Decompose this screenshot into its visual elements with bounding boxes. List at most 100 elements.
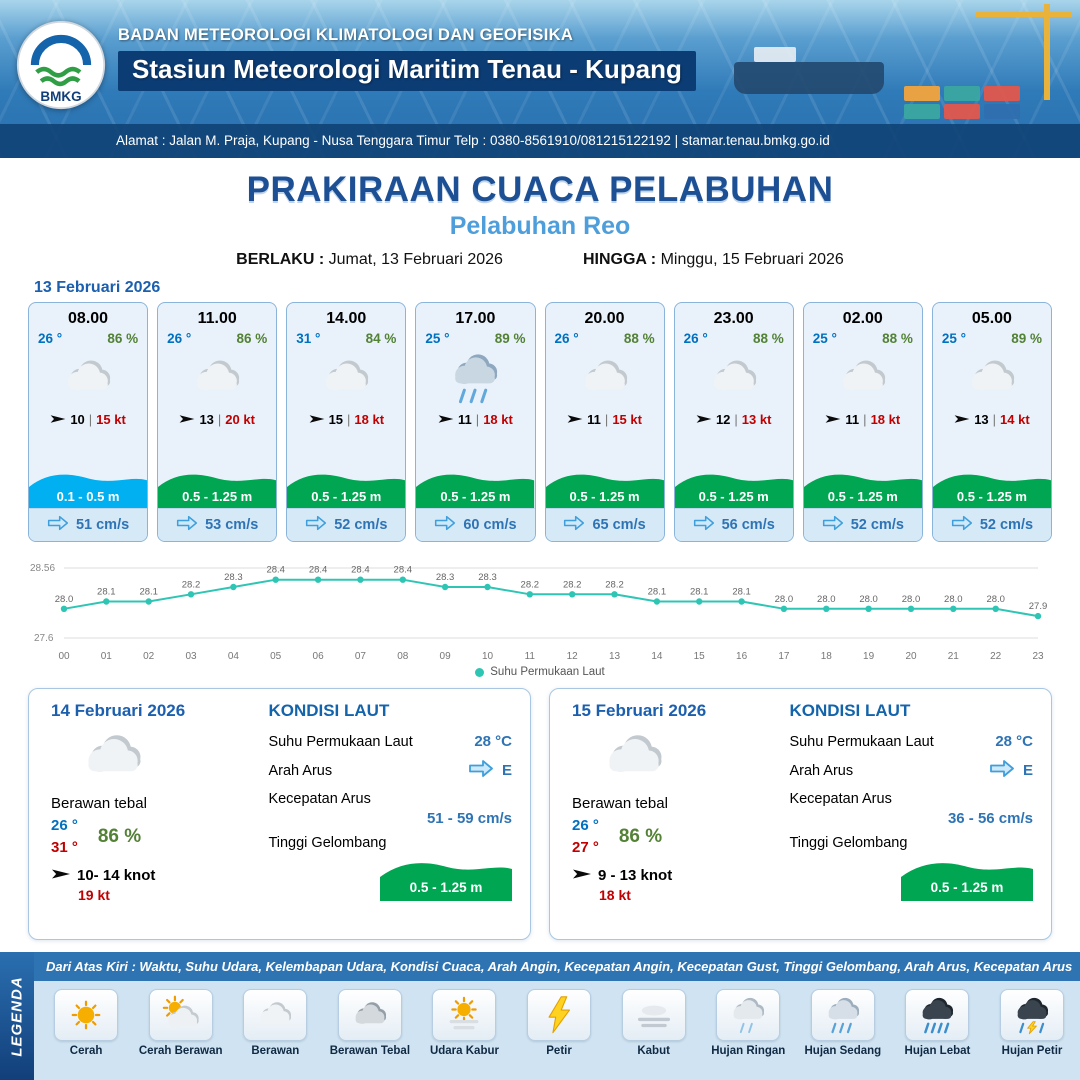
valid-until-value: Minggu, 15 Februari 2026 <box>660 251 844 268</box>
wave-height-band: 0.5 - 1.25 m <box>416 466 535 508</box>
daily-forecast-row: 14 Februari 2026 Berawan tebal 26 ° 31 °… <box>0 688 1080 940</box>
valid-from-value: Jumat, 13 Februari 2026 <box>328 251 503 268</box>
svg-text:03: 03 <box>185 651 197 662</box>
current-arrow-icon <box>47 514 69 536</box>
svg-text:28.2: 28.2 <box>521 579 540 590</box>
current-speed: 60 cm/s <box>463 517 517 533</box>
forecast-time: 02.00 <box>842 310 883 327</box>
separator: | <box>475 412 480 427</box>
current-arrow-icon <box>822 514 844 536</box>
weather-berawan-icon <box>705 347 763 409</box>
valid-from-label: BERLAKU : <box>236 251 325 268</box>
svg-text:28.4: 28.4 <box>351 565 370 576</box>
crane-icon <box>1044 4 1050 100</box>
wind-speed: 11 <box>845 412 860 427</box>
svg-text:18: 18 <box>821 651 833 662</box>
validity-row: BERLAKU : Jumat, 13 Februari 2026 HINGGA… <box>0 251 1080 269</box>
svg-text:12: 12 <box>567 651 579 662</box>
air-temperature: 25 ° <box>941 331 967 346</box>
current-row: 51 cm/s <box>29 508 148 541</box>
udara-kabur-icon <box>432 989 497 1041</box>
berawan-icon <box>243 989 308 1041</box>
container-icon <box>904 104 940 119</box>
wave-label: Tinggi Gelombang <box>268 835 387 851</box>
legend-item-label: Hujan Sedang <box>804 1045 882 1057</box>
separator: | <box>604 412 609 427</box>
legend-item-label: Hujan Petir <box>1001 1045 1063 1057</box>
svg-text:28.4: 28.4 <box>266 565 285 576</box>
wave-height-band: 0.5 - 1.25 m <box>158 466 277 508</box>
forecast-time: 14.00 <box>326 310 367 327</box>
separator: | <box>217 412 222 427</box>
current-dir-value: E <box>501 762 512 779</box>
forecast-time: 23.00 <box>713 310 754 327</box>
svg-text:11: 11 <box>525 651 536 662</box>
wind-row: 13 | 20 kt <box>179 412 255 427</box>
wind-arrow-icon <box>572 867 592 884</box>
legend-items-row: Cerah Cerah Berawan Berawan Berawan Tebal Ud… <box>34 981 1080 1080</box>
current-speed: 52 cm/s <box>850 517 904 533</box>
svg-text:13: 13 <box>609 651 621 662</box>
legend-item: Udara Kabur <box>418 989 511 1057</box>
page-title: PRAKIRAAN CUACA PELABUHAN <box>246 170 834 209</box>
wave-height-band: 0.5 - 1.25 m <box>803 466 922 508</box>
svg-text:28.0: 28.0 <box>944 594 963 605</box>
condition-text: Berawan tebal <box>572 795 668 812</box>
wave-height-value: 0.5 - 1.25 m <box>956 489 1027 504</box>
current-arrow-icon <box>989 758 1015 783</box>
separator: | <box>734 412 738 427</box>
wind-arrow-icon <box>696 412 712 427</box>
current-row: 56 cm/s <box>674 508 793 541</box>
hourly-forecast-card: 08.00 26 ° 86 % 10 | 15 kt 0.1 - 0.5 m 51 cm/s <box>28 302 149 542</box>
current-row: 52 cm/s <box>932 508 1051 541</box>
svg-text:28.3: 28.3 <box>478 572 497 583</box>
svg-text:28.1: 28.1 <box>732 587 751 598</box>
legend-item-label: Cerah <box>69 1045 103 1057</box>
hujan-lebat-icon <box>905 989 970 1041</box>
svg-text:20: 20 <box>905 651 917 662</box>
legend-item: Cerah <box>40 989 133 1057</box>
sst-value: 28 °C <box>474 733 512 750</box>
weather-berawan-icon <box>834 347 892 409</box>
air-temperature: 31 ° <box>296 331 321 346</box>
svg-text:14: 14 <box>651 651 663 662</box>
svg-text:28.1: 28.1 <box>139 587 158 598</box>
legend-item-label: Udara Kabur <box>429 1045 499 1057</box>
hourly-forecast-card: 02.00 25 ° 88 % 11 | 18 kt 0.5 - 1.25 m 52 cm/s <box>802 302 923 542</box>
gust-speed: 19 kt <box>78 886 110 903</box>
hujan-petir-icon <box>1000 989 1065 1041</box>
legend-item-label: Berawan Tebal <box>329 1045 411 1057</box>
svg-text:19: 19 <box>863 651 875 662</box>
wave-height-value: 0.1 - 0.5 m <box>56 489 120 504</box>
forecast-time: 05.00 <box>971 310 1012 327</box>
gust-speed: 15 kt <box>612 412 642 427</box>
weather-berawan-icon <box>317 347 375 409</box>
svg-text:27.9: 27.9 <box>1029 601 1048 612</box>
current-speed-value: 36 - 56 cm/s <box>947 810 1033 827</box>
svg-text:28.1: 28.1 <box>690 587 709 598</box>
svg-text:22: 22 <box>990 651 1002 662</box>
legend-item: Hujan Lebat <box>891 989 984 1057</box>
legend-item: Hujan Ringan <box>702 989 795 1057</box>
wind-arrow-icon <box>51 867 71 884</box>
wind-arrow-icon <box>954 412 970 427</box>
container-icon <box>944 104 980 119</box>
hujan-ringan-icon <box>716 989 781 1041</box>
hourly-forecast-row: 08.00 26 ° 86 % 10 | 15 kt 0.1 - 0.5 m 51 cm/s 1… <box>0 302 1080 542</box>
valid-from: BERLAKU : Jumat, 13 Februari 2026 <box>236 251 503 269</box>
separator: | <box>992 412 997 427</box>
current-arrow-icon <box>434 514 456 536</box>
chart-legend: Suhu Permukaan Laut <box>26 666 1054 678</box>
address-bar: Alamat : Jalan M. Praja, Kupang - Nusa T… <box>0 124 1080 158</box>
separator: | <box>88 412 93 427</box>
wind-speed: 10- 14 knot <box>77 866 156 884</box>
svg-text:02: 02 <box>143 651 155 662</box>
svg-text:15: 15 <box>694 651 706 662</box>
wave-label: Tinggi Gelombang <box>789 835 908 851</box>
wind-row: 12 | 13 kt <box>696 412 771 427</box>
valid-until-label: HINGGA : <box>582 251 657 268</box>
air-temperature: 26 ° <box>683 331 708 346</box>
wind-arrow-icon <box>50 412 66 427</box>
forecast-time: 08.00 <box>68 310 109 327</box>
svg-text:16: 16 <box>736 651 748 662</box>
